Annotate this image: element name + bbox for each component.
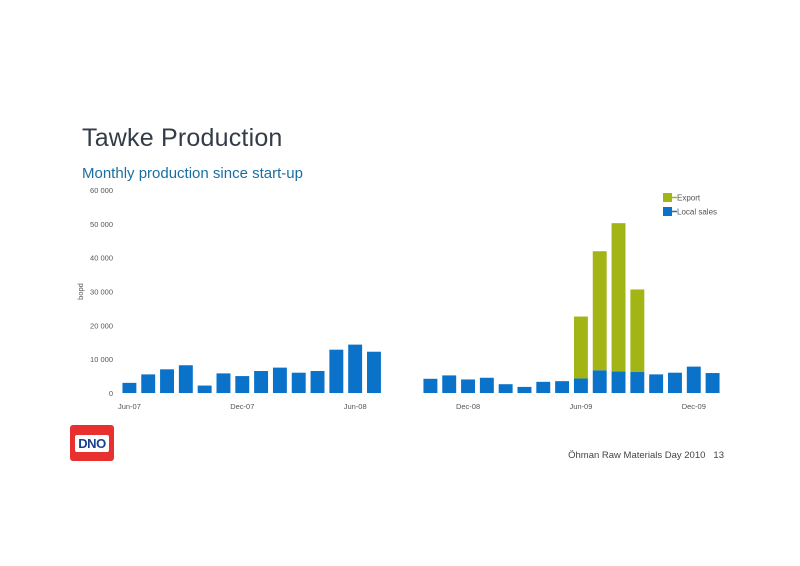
bar-local-sales [423,378,438,393]
bar-local-sales [573,378,588,393]
bar-local-sales [254,371,269,393]
bar-local-sales [348,344,363,393]
bar-local-sales [686,366,701,393]
bar-local-sales [122,382,137,393]
x-tick-label: Jun-07 [118,402,141,411]
bar-local-sales [479,377,494,393]
bar-export [611,223,626,372]
x-tick-label: Jun-08 [344,402,367,411]
logo-text: DNO [75,434,109,452]
bar-local-sales [178,365,193,393]
bar-export [573,316,588,379]
y-tick-label: 40 000 [90,254,113,263]
y-tick-label: 20 000 [90,321,113,330]
bar-local-sales [592,370,607,393]
y-axis: 0 10 000 20 000 30 000 40 000 50 000 60 000 bop… [76,186,113,398]
y-axis-label: bopd [76,283,85,300]
footer-text: Öhman Raw Materials Day 2010 [568,450,706,461]
y-tick-label: 10 000 [90,355,113,364]
bar-local-sales [517,386,532,393]
legend-swatch [663,207,672,216]
legend: Export Local sales [663,193,717,217]
bar-local-sales [310,371,325,393]
page-title: Tawke Production [82,124,283,152]
x-axis: Jun-07 Dec-07 Jun-08 Dec-08 Jun-09 Dec-09 [118,402,706,411]
x-tick-label: Jun-09 [569,402,592,411]
y-tick-label: 0 [109,389,113,398]
bar-local-sales [668,372,682,393]
bar-local-sales [367,351,381,393]
bar-local-sales [630,372,645,393]
bar-local-sales [611,371,626,393]
bar-local-sales [329,349,344,393]
legend-label: Export [677,194,701,203]
legend-swatch [663,193,672,202]
bar-local-sales [555,381,570,393]
bar-local-sales [160,369,174,393]
bars [122,223,720,394]
bar-local-sales [235,376,250,393]
bar-local-sales [461,379,475,393]
y-tick-label: 50 000 [90,220,113,229]
footer: Öhman Raw Materials Day 2010 13 [568,450,724,461]
bar-local-sales [705,373,720,393]
bar-export [630,289,645,373]
bar-local-sales [216,373,231,393]
bar-export [592,251,607,371]
bar-local-sales [442,375,457,393]
x-tick-label: Dec-08 [456,402,480,411]
y-tick-label: 30 000 [90,288,113,297]
bar-local-sales [272,367,287,394]
y-tick-label: 60 000 [90,186,113,195]
bar-local-sales [141,374,156,393]
bar-local-sales [291,372,306,393]
bar-local-sales [197,385,212,393]
bar-local-sales [498,384,513,393]
x-tick-label: Dec-09 [682,402,706,411]
x-tick-label: Dec-07 [230,402,254,411]
legend-label: Local sales [677,208,717,217]
bar-local-sales [649,374,664,393]
page-number: 13 [713,450,724,461]
bar-local-sales [536,381,551,393]
dno-logo: DNO [70,425,114,461]
chart-subtitle: Monthly production since start-up [82,165,303,182]
